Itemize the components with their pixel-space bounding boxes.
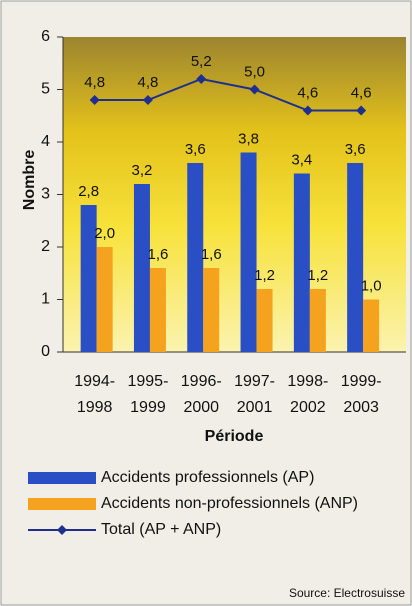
x-tick-line: 1998- [287, 373, 328, 390]
x-tick-line: 2000 [183, 399, 219, 416]
x-tick-label: 1996- 2000 [181, 373, 222, 416]
bar [347, 163, 364, 352]
value-label: 3,4 [291, 151, 312, 168]
value-label: 1,6 [148, 246, 169, 263]
value-label: 2,8 [78, 183, 99, 200]
x-tick-line: 2001 [237, 399, 273, 416]
x-tick-line: 1999- [341, 373, 382, 390]
value-label: 3,6 [185, 141, 206, 158]
y-tick-label: 3 [41, 186, 50, 203]
bar [187, 163, 204, 352]
x-tick-line: 2002 [290, 399, 326, 416]
x-tick-label: 1999- 2003 [341, 373, 382, 416]
y-tick-label: 0 [41, 343, 50, 360]
marker [302, 105, 313, 116]
bar [256, 289, 273, 352]
legend-swatch [28, 472, 96, 484]
value-label: 1,6 [201, 246, 222, 263]
value-label: 3,8 [238, 130, 259, 147]
bar [149, 268, 166, 352]
x-tick-line: 1997- [234, 373, 275, 390]
y-tick-label: 4 [41, 133, 50, 150]
legend-label: Accidents non-professionnels (ANP) [101, 495, 358, 512]
x-tick-label: 1994- 1998 [74, 373, 115, 416]
y-tick-label: 5 [41, 81, 50, 98]
legend-marker [57, 525, 67, 535]
marker [89, 95, 100, 105]
x-tick-label: 1998- 2002 [287, 373, 328, 416]
marker [142, 95, 153, 105]
marker [356, 105, 367, 116]
legend-swatch [28, 498, 96, 510]
y-axis-title: Nombre [21, 150, 38, 211]
value-label: 2,0 [94, 225, 115, 242]
y-tick-label: 2 [41, 238, 50, 255]
line [94, 77, 362, 112]
bar [133, 184, 150, 352]
bar [363, 299, 380, 352]
value-label: 1,2 [307, 267, 328, 284]
value-label: 3,2 [132, 162, 153, 179]
x-tick-line: 1998 [77, 399, 113, 416]
value-label: 5,0 [244, 63, 265, 80]
y-tick-label: 6 [41, 28, 50, 45]
bar [80, 205, 97, 352]
y-tick-label: 1 [41, 291, 50, 308]
x-tick-label: 1997- 2001 [234, 373, 275, 416]
value-label: 4,6 [351, 84, 372, 101]
x-tick-label: 1995- 1999 [127, 373, 168, 416]
x-tick-line: 1994- [74, 373, 115, 390]
value-label: 1,2 [254, 267, 275, 284]
x-axis-title: Période [205, 428, 264, 445]
bar [96, 247, 113, 352]
value-label: 3,6 [345, 141, 366, 158]
x-tick-line: 1996- [181, 373, 222, 390]
value-label: 4,6 [297, 84, 318, 101]
x-tick-line: 2003 [343, 399, 379, 416]
bar [309, 289, 326, 352]
value-label: 1,0 [361, 277, 382, 294]
marker [249, 84, 260, 95]
x-tick-line: 1995- [127, 373, 168, 390]
bar [203, 268, 220, 352]
value-label: 4,8 [84, 74, 105, 91]
bar [240, 152, 257, 352]
legend-label: Total (AP + ANP) [101, 521, 221, 538]
bar [293, 173, 310, 352]
value-label: 5,2 [191, 53, 212, 70]
marker [196, 74, 207, 84]
source: Source: Electrosuisse [289, 586, 405, 600]
value-label: 4,8 [138, 74, 159, 91]
x-tick-line: 1999 [130, 399, 166, 416]
legend-label: Accidents professionnels (AP) [101, 469, 314, 486]
